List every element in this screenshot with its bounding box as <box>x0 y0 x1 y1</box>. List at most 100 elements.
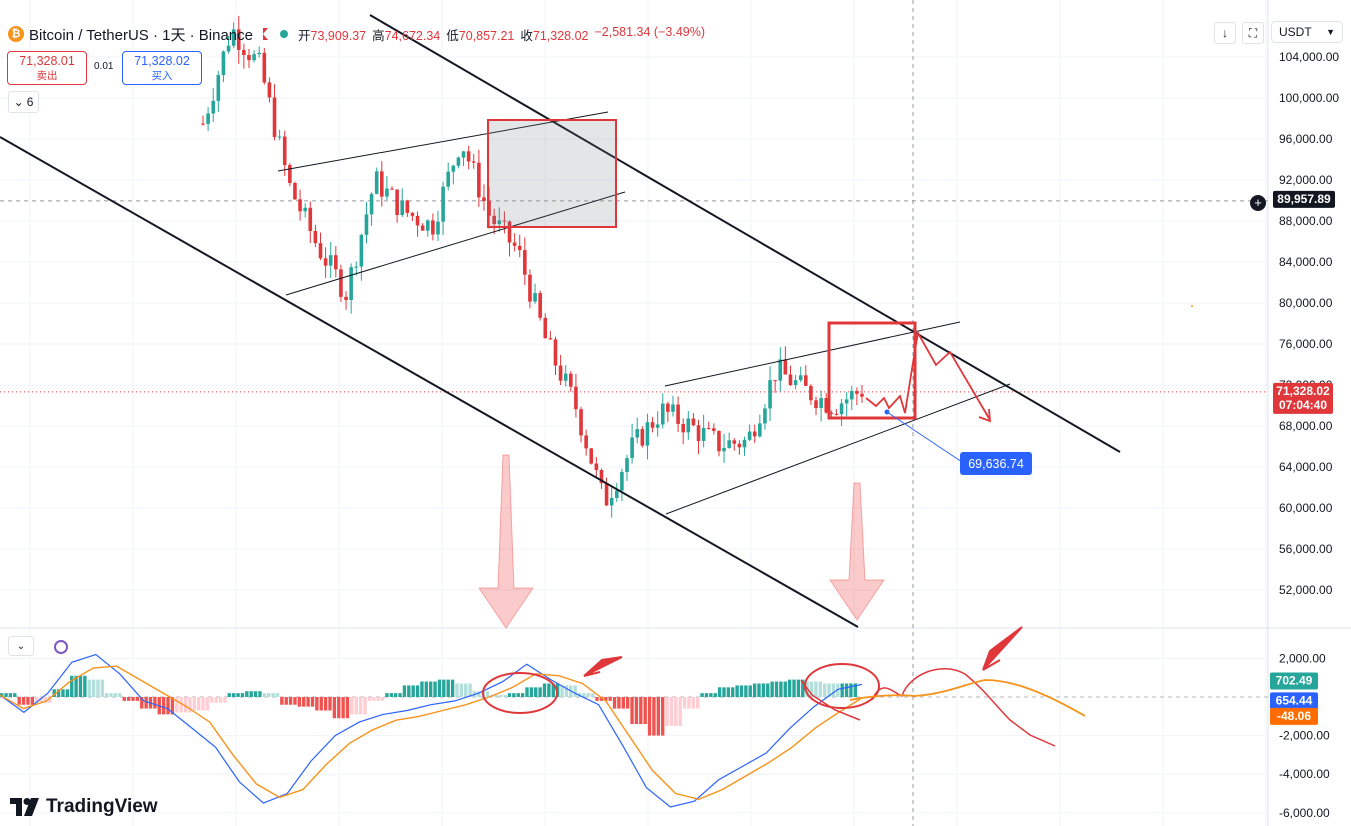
histogram-bar <box>175 697 179 713</box>
macd-forecast-red <box>800 668 1056 747</box>
candle <box>216 70 221 113</box>
candle <box>334 246 338 278</box>
add-alert-icon[interactable]: + <box>1250 195 1266 211</box>
sell-button[interactable]: 71,328.01 卖出 <box>7 51 87 85</box>
candle-body <box>604 483 609 506</box>
callout-anchor <box>884 409 890 415</box>
candle <box>691 413 696 427</box>
candle <box>226 36 231 54</box>
fullscreen-button[interactable]: ⛶ <box>1242 22 1264 44</box>
histogram-bar <box>328 697 332 711</box>
candle <box>395 189 399 223</box>
histogram-bar <box>590 693 595 697</box>
histogram-bar <box>739 685 744 697</box>
histogram-bar <box>696 697 700 709</box>
histogram-bar <box>608 697 612 701</box>
candle-body <box>293 182 297 200</box>
histogram-bar <box>8 693 13 697</box>
candle-body <box>727 440 731 448</box>
macd-line <box>0 653 863 808</box>
pane-collapse-button[interactable]: ⌄ <box>8 636 34 656</box>
candle-body <box>712 428 716 431</box>
candle-body <box>374 171 379 194</box>
histogram-bar <box>253 691 258 697</box>
histogram-bar <box>709 693 713 697</box>
histogram-bar <box>61 689 65 697</box>
histogram-bar <box>284 697 288 705</box>
signal-line <box>0 665 863 801</box>
histogram-bar <box>74 675 78 697</box>
candlesticks <box>201 15 864 518</box>
histogram-bar <box>267 693 271 697</box>
price-tick-label: 88,000.00 <box>1279 214 1333 228</box>
candle <box>282 130 287 176</box>
indicators-toggle[interactable]: ⌄ 6 <box>8 91 39 113</box>
candle <box>752 424 757 443</box>
candle-body <box>594 463 599 471</box>
download-button[interactable]: ↓ <box>1214 22 1236 44</box>
currency-select[interactable]: USDT ▼ <box>1271 21 1343 43</box>
histogram-bar <box>87 679 91 697</box>
candle-body <box>415 215 420 226</box>
signal-value-label: -48.06 <box>1270 707 1318 725</box>
histogram-bar <box>722 687 726 697</box>
candle <box>737 440 742 455</box>
candle <box>487 187 491 229</box>
candle <box>502 211 507 234</box>
candle <box>293 181 297 201</box>
histogram-bar <box>621 697 625 709</box>
histogram-bar <box>446 679 450 697</box>
histogram-bar <box>35 697 39 703</box>
candle-body <box>528 274 532 302</box>
price-axis[interactable]: 104,000.00 100,000.00 96,000.00 92,000.00 88… <box>1270 50 1339 820</box>
histogram-bar <box>258 691 262 697</box>
histogram-bar <box>205 697 210 711</box>
histogram-bar <box>236 693 240 697</box>
candle <box>374 167 379 195</box>
histogram-bar <box>113 693 118 697</box>
histogram-bar <box>713 693 717 697</box>
candle <box>247 48 251 69</box>
candle <box>671 395 675 417</box>
buy-button[interactable]: 71,328.02 买入 <box>122 51 202 85</box>
annotation-arrow <box>982 626 1023 671</box>
candle-body <box>614 490 619 498</box>
price-tick-label: 104,000.00 <box>1279 50 1339 64</box>
histogram-bar <box>48 697 52 703</box>
symbol-title[interactable]: Bitcoin / TetherUS · 1天 · Binance <box>29 26 253 44</box>
candle-body <box>349 267 353 300</box>
candle <box>696 419 701 455</box>
candle-body <box>645 422 650 446</box>
candle <box>385 176 389 200</box>
candle-body <box>272 97 277 137</box>
candle <box>523 237 527 286</box>
flag-icon[interactable] <box>263 28 268 40</box>
candle <box>528 269 532 309</box>
histogram-value-label: 702.49 <box>1270 672 1318 690</box>
histogram-bar <box>516 693 520 697</box>
candle-body <box>553 339 558 366</box>
candle <box>620 468 624 502</box>
brand-name: TradingView <box>46 796 158 817</box>
histogram-bar <box>0 693 4 697</box>
candle <box>676 396 680 433</box>
candle <box>834 409 839 416</box>
crosshair-price-label-bg <box>1273 190 1335 208</box>
candle <box>773 380 777 393</box>
histogram-bar <box>323 697 328 711</box>
histogram-bar <box>39 697 43 703</box>
candle <box>712 423 716 435</box>
candle-body <box>497 220 502 224</box>
candle <box>405 199 410 217</box>
candle-body <box>308 207 313 232</box>
candle-body <box>400 200 405 215</box>
last-price-label-text: 07:04:40 <box>1279 398 1327 412</box>
histogram-bar <box>196 697 201 711</box>
price-tick-label: 76,000.00 <box>1279 337 1333 351</box>
candle <box>471 153 476 169</box>
candle-body <box>211 100 216 114</box>
forecast-path <box>865 330 991 421</box>
histogram-bar <box>393 693 398 697</box>
candle-body <box>783 359 788 375</box>
